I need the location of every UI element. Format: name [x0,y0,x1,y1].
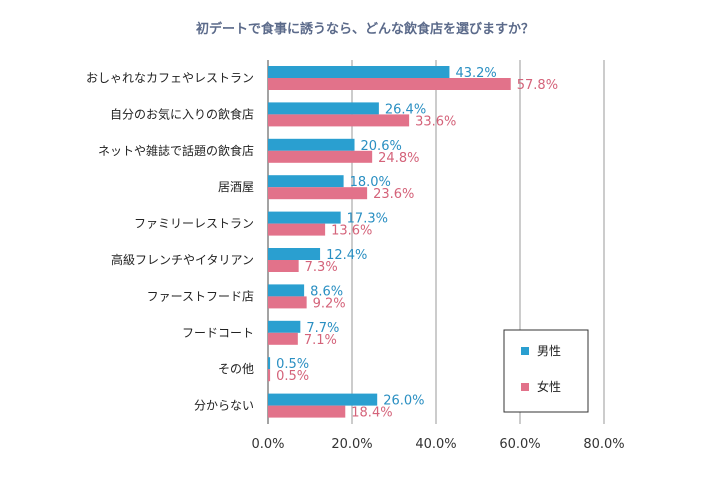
category-label: ファーストフード店 [147,289,254,303]
bar-male [268,175,344,188]
bar-female [268,78,511,90]
chart-title: 初デートで食事に誘うなら、どんな飲食店を選びますか？ [196,21,534,37]
bar-female [268,223,326,236]
category-label: その他 [218,362,254,376]
category-label: 自分のお気に入りの飲食店 [110,106,254,121]
data-label: 57.8% [517,78,558,93]
bar-female [268,405,346,418]
category-label: ファミリーレストラン [134,217,254,231]
data-label: 26.4% [385,102,426,117]
category-label: 分からない [194,399,254,413]
legend-swatch [521,347,529,355]
bar-female [268,114,410,127]
data-label: 8.6% [310,284,343,299]
x-tick-label: 20.0% [331,437,372,452]
data-label: 24.8% [378,151,419,166]
bar-male [268,66,450,78]
legend-label: 女性 [537,379,561,394]
x-tick-label: 80.0% [583,437,624,452]
category-label: おしゃれなカフェやレストラン [86,71,254,85]
category-label: ネットや雑誌で話題の飲食店 [98,143,254,158]
bar-male [268,320,301,333]
data-label: 12.4% [326,248,367,263]
data-label: 18.4% [351,406,392,421]
x-tick-labels: 0.0% 20.0% 40.0% 60.0% 80.0% [251,437,624,452]
data-label: 23.6% [373,187,414,202]
bar-female [268,260,299,272]
legend-label: 男性 [537,344,561,358]
data-label: 18.0% [350,175,391,190]
data-label: 26.0% [383,394,424,409]
x-tick-label: 40.0% [415,437,456,452]
category-label: フードコート [182,326,254,340]
bar-female [268,332,298,345]
data-label: 13.6% [331,224,372,239]
data-label: 7.3% [305,260,338,275]
legend-box [503,329,589,413]
bar-female [268,187,368,200]
bar-female [268,296,307,309]
data-label: 20.6% [361,139,402,154]
legend-swatch [521,383,529,391]
bar-male [268,211,341,224]
data-label: 9.2% [313,296,346,311]
bar-male [268,248,321,260]
bar-male [268,284,305,297]
bar-male [268,357,271,370]
bars: 43.2% 57.8% 26.4%33.6% 20.6%24.8% 18.0%23.6%… [268,66,558,421]
bar-male [268,102,379,115]
data-label: 43.2% [455,66,496,81]
data-label: 0.5% [276,369,309,384]
x-tick-label: 60.0% [499,437,540,452]
category-label: 居酒屋 [218,180,254,194]
data-label: 0.5% [276,357,309,372]
data-label: 33.6% [415,114,456,129]
x-tick-label: 0.0% [251,437,284,452]
data-label: 7.7% [306,321,339,336]
bar-female [268,150,373,163]
category-labels: おしゃれなカフェやレストラン自分のお気に入りの飲食店ネットや雑誌で話題の飲食店居… [86,71,254,413]
data-label: 17.3% [347,212,388,227]
bar-male [268,393,378,406]
data-label: 7.1% [304,333,337,348]
bar-female [268,369,271,382]
category-label: 高級フレンチやイタリアン [111,252,254,267]
bar-male [268,138,355,151]
